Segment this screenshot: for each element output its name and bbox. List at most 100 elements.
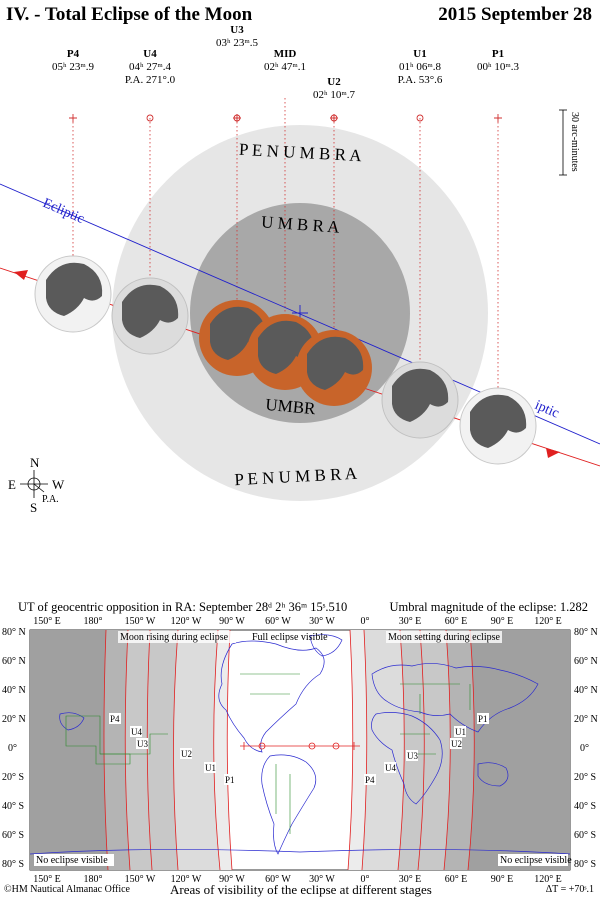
continent-outlines (29, 634, 571, 855)
contact-u4: U4 04ʰ 27ᵐ.4 P.A. 271°.0 (124, 48, 176, 86)
svg-text:No eclipse visible: No eclipse visible (500, 855, 572, 866)
scale-bar (559, 109, 567, 176)
contact-u1: U1 01ʰ 06ᵐ.8 P.A. 53°.6 (397, 48, 443, 86)
ecliptic-label: Ecliptic (40, 196, 86, 227)
svg-text:40° S: 40° S (2, 801, 24, 812)
svg-text:U4: U4 (131, 727, 142, 737)
region-labels: Moon rising during eclipse Full eclipse … (34, 631, 572, 866)
moon-p1 (459, 387, 537, 465)
contact-markers (69, 114, 502, 122)
svg-text:90° W: 90° W (219, 616, 245, 627)
svg-text:0°: 0° (580, 743, 589, 754)
svg-text:P.A.: P.A. (42, 494, 59, 505)
svg-text:150° E: 150° E (33, 616, 61, 627)
svg-text:0°: 0° (361, 616, 370, 627)
svg-text:Moon rising during eclipse: Moon rising during eclipse (120, 632, 229, 643)
svg-text:U3: U3 (407, 751, 418, 761)
svg-text:P1: P1 (225, 775, 235, 785)
svg-text:120° W: 120° W (171, 616, 202, 627)
moon-sublunar-track (240, 742, 360, 750)
contact-p1: P1 00ʰ 10ᵐ.3 (477, 48, 519, 73)
svg-text:60° E: 60° E (445, 874, 468, 882)
svg-text:P4: P4 (110, 714, 120, 724)
moon-u2-total (296, 330, 372, 406)
svg-text:No eclipse visible: No eclipse visible (36, 855, 108, 866)
svg-text:30° E: 30° E (399, 874, 422, 882)
svg-text:P4: P4 (365, 775, 375, 785)
svg-text:90° W: 90° W (219, 874, 245, 882)
lat-labels-left: 80° N 60° N 40° N 20° N 0° 20° S 40° S 6… (2, 627, 26, 870)
svg-text:30° W: 30° W (309, 616, 335, 627)
svg-text:150° W: 150° W (125, 616, 156, 627)
svg-text:60° N: 60° N (2, 656, 26, 667)
path-arrow-right (546, 448, 560, 458)
svg-text:20° S: 20° S (574, 772, 596, 783)
border-outlines (65, 673, 471, 834)
svg-text:N: N (30, 455, 40, 470)
svg-text:W: W (52, 477, 65, 492)
moon-u4 (111, 277, 189, 355)
svg-text:90° E: 90° E (491, 874, 514, 882)
diagram-date: 2015 September 28 (438, 4, 592, 25)
svg-text:30° E: 30° E (399, 616, 422, 627)
svg-text:0°: 0° (361, 874, 370, 882)
svg-text:60° E: 60° E (445, 616, 468, 627)
svg-text:120° E: 120° E (534, 616, 562, 627)
svg-text:90° E: 90° E (491, 616, 514, 627)
map-caption: Areas of visibility of the eclipse at di… (170, 882, 432, 897)
svg-text:40° N: 40° N (574, 685, 598, 696)
diagram-title: IV. - Total Eclipse of the Moon (6, 4, 253, 25)
svg-text:20° N: 20° N (2, 714, 26, 725)
ecliptic-label-right: iptic (532, 398, 561, 422)
svg-text:U4: U4 (385, 763, 396, 773)
no-eclipse-band-left (30, 630, 108, 870)
svg-text:60° W: 60° W (265, 874, 291, 882)
svg-text:120° W: 120° W (171, 874, 202, 882)
svg-text:S: S (30, 500, 37, 515)
svg-text:80° N: 80° N (574, 627, 598, 638)
svg-text:80° S: 80° S (2, 859, 24, 870)
svg-text:120° E: 120° E (534, 874, 562, 882)
svg-text:P1: P1 (478, 714, 488, 724)
curve-labels-west: P4 U4 U3 U2 U1 P1 (109, 713, 236, 785)
svg-text:40° S: 40° S (574, 801, 596, 812)
delta-t: ΔT = +70ˢ.1 (545, 884, 594, 895)
svg-text:60° S: 60° S (574, 830, 596, 841)
lat-labels-right: 80° N 60° N 40° N 20° N 0° 20° S 40° S 6… (574, 627, 598, 870)
svg-text:180°: 180° (84, 616, 103, 627)
svg-text:U1: U1 (455, 727, 466, 737)
credit: ©HM Nautical Almanac Office (4, 884, 130, 895)
svg-text:U3: U3 (137, 739, 148, 749)
svg-text:150° W: 150° W (125, 874, 156, 882)
contact-p4: P4 05ʰ 23ᵐ.9 (52, 48, 94, 73)
svg-text:U2: U2 (451, 739, 462, 749)
path-arrow-left (14, 270, 28, 280)
contact-mid: MID 02ʰ 47ᵐ.1 (264, 48, 306, 73)
svg-text:60° W: 60° W (265, 616, 291, 627)
contact-lines (72, 98, 499, 392)
lon-labels-bottom: 150° E 180° 150° W 120° W 90° W 60° W 30… (33, 874, 562, 882)
svg-text:180°: 180° (84, 874, 103, 882)
svg-text:80° N: 80° N (2, 627, 26, 638)
eclipse-diagram: 30 arc-minutes Ecliptic P E N U M B R A … (0, 98, 600, 515)
svg-text:Moon setting during eclipse: Moon setting during eclipse (388, 632, 500, 643)
moon-u1 (381, 361, 459, 439)
umbral-magnitude: Umbral magnitude of the eclipse: 1.282 (389, 600, 588, 614)
lon-labels-top: 150° E 180° 150° W 120° W 90° W 60° W 30… (33, 616, 562, 627)
opposition-time: UT of geocentric opposition in RA: Septe… (18, 600, 348, 614)
scale-label: 30 arc-minutes (569, 112, 580, 172)
svg-text:60° S: 60° S (2, 830, 24, 841)
svg-text:U1: U1 (205, 763, 216, 773)
svg-text:80° S: 80° S (574, 859, 596, 870)
umbra-label-bottom: UMBR (265, 395, 317, 418)
contact-u3: U3 03ʰ 23ᵐ.5 (216, 24, 258, 49)
svg-text:60° N: 60° N (574, 656, 598, 667)
svg-text:30° W: 30° W (309, 874, 335, 882)
svg-text:E: E (8, 477, 16, 492)
no-eclipse-band-right (468, 630, 570, 870)
visibility-map: 150° E 180° 150° W 120° W 90° W 60° W 30… (2, 616, 598, 882)
svg-text:150° E: 150° E (33, 874, 61, 882)
curve-labels-east: P4 U4 U3 U2 U1 P1 (364, 713, 489, 785)
svg-text:40° N: 40° N (2, 685, 26, 696)
contact-u2: U2 02ʰ 10ᵐ.7 (313, 76, 355, 101)
